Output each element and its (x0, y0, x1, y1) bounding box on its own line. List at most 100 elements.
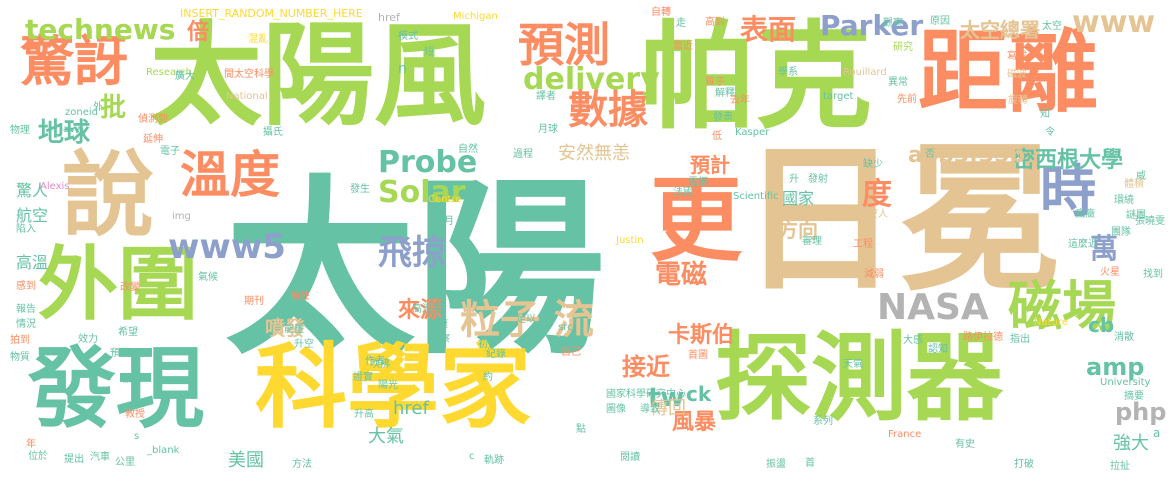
word: php (1115, 398, 1167, 426)
word: Probe (378, 145, 478, 180)
word: 月 (444, 216, 454, 227)
word: National (226, 91, 268, 102)
word: 報告 (16, 304, 36, 315)
word: 威 (1136, 171, 1146, 182)
word: 電磁 (655, 260, 708, 290)
word: 地球 (38, 118, 91, 148)
word: 外 (93, 102, 103, 113)
word: 延伸 (143, 134, 163, 145)
word: 飛掠 (378, 233, 446, 273)
word: 提出 (64, 454, 84, 465)
word: 自然 (458, 144, 478, 155)
word: 月球 (538, 124, 558, 135)
word: delivery (523, 62, 660, 97)
word: 磁波 (1007, 69, 1027, 80)
word: a (1153, 426, 1161, 440)
word: 倍 (187, 20, 210, 45)
word: 點 (576, 424, 586, 435)
word: 數據 (568, 87, 648, 133)
word: 路伊拉德 (963, 332, 1003, 343)
word: 年 (26, 439, 36, 450)
word: 太空人 (858, 209, 888, 220)
word: 首圖 (688, 350, 708, 361)
word: 電網 (688, 177, 708, 188)
word: 質子 (705, 77, 725, 88)
word: 環繞 (1114, 195, 1134, 206)
word: 更 (650, 167, 743, 274)
word: zoneid (65, 107, 98, 118)
word: 航空 (16, 206, 49, 225)
word: Nature (1034, 317, 1068, 328)
word: 篇 (123, 374, 133, 385)
word: 作者 (365, 356, 385, 367)
word: Michigan (453, 11, 498, 22)
word: Kasper (735, 127, 770, 138)
word: 希望 (118, 327, 138, 338)
word: 工程 (853, 239, 873, 250)
word: 過程 (513, 149, 533, 160)
word: 打破 (1014, 459, 1034, 470)
word: 溫度 (180, 146, 280, 204)
word: 預計 (690, 153, 730, 177)
word: 感到 (16, 281, 36, 292)
word: 大感 (903, 335, 923, 346)
word: 加速 (428, 319, 448, 330)
word: Rouillard (843, 67, 887, 78)
word: 法國 (673, 187, 693, 198)
word: Solar (378, 175, 466, 210)
word: 拍到 (10, 335, 30, 346)
word: 公里 (115, 457, 135, 468)
word: NASA (877, 287, 989, 328)
word: 吹拂 (370, 359, 390, 370)
word: 氣候 (198, 272, 218, 283)
word: 外圍 (38, 238, 198, 331)
word: 約 (483, 372, 493, 383)
word: 卡斯伯 (668, 323, 735, 348)
word: 去年 (730, 95, 750, 106)
word: 謎團 (1126, 210, 1146, 221)
word: 帕克 (640, 10, 872, 145)
word: 靠近 (673, 41, 693, 52)
word: cb (1088, 313, 1115, 337)
word: 減弱 (864, 269, 884, 280)
word: 物理 (10, 125, 30, 136)
word: 距離 (918, 20, 1098, 125)
word: 粒子 流 (460, 297, 594, 343)
word: 混亂 (248, 34, 268, 45)
word: 自己 (561, 347, 581, 358)
word: n (398, 61, 407, 77)
word: 密西根大學 (1013, 148, 1124, 173)
word: 電子 (160, 146, 180, 157)
word: 導致 (640, 404, 660, 415)
word: 攝氏 (263, 127, 283, 138)
word: 觀察 (883, 18, 903, 29)
word: 有史 (955, 439, 975, 450)
word: 方法 (292, 459, 312, 470)
word: 安然無恙 (558, 143, 630, 164)
word: 前往 (290, 291, 310, 302)
word: 位於 (28, 451, 48, 462)
word: 審理 (802, 236, 822, 247)
word: France (888, 429, 922, 440)
word: 學系 (778, 67, 798, 78)
word: 團隊 (1111, 227, 1131, 238)
word: 來源 (398, 298, 443, 323)
word: 自轉 (651, 7, 671, 18)
word: 振盪 (766, 459, 786, 470)
word: 發射 (808, 174, 828, 185)
word: 張曉雯 (1135, 216, 1165, 227)
word: 科學家 (255, 334, 532, 441)
word: 解釋 (715, 88, 735, 99)
word: 太空 (1042, 21, 1062, 32)
word: 度 (862, 177, 892, 212)
word: 能量 (284, 324, 304, 335)
word: 譯者 (536, 91, 556, 102)
word: 研究 (893, 42, 913, 53)
word: 認知 (928, 344, 948, 355)
word: 首 (805, 458, 815, 469)
word: 發現 (28, 337, 205, 440)
word: 高溫度 (412, 304, 442, 315)
word: 找到 (1143, 269, 1163, 280)
word: 太陽 (225, 159, 606, 380)
word: 批 (100, 93, 127, 123)
